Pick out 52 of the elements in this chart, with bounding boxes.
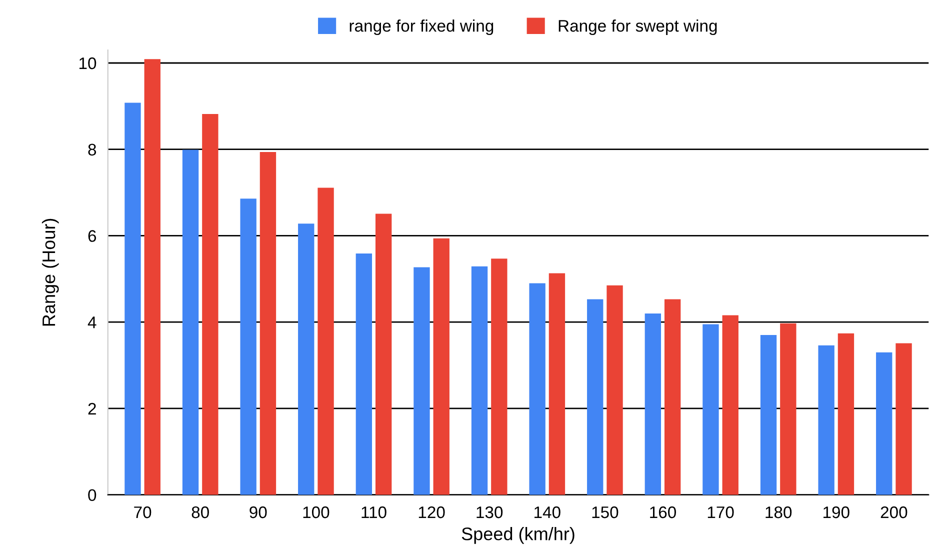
bar: [182, 150, 199, 495]
bar: [318, 188, 334, 495]
bar: [298, 224, 314, 495]
bar: [760, 335, 777, 495]
x-tick-label: 70: [134, 506, 152, 518]
x-tick-label: 200: [880, 506, 908, 518]
bar: [414, 267, 430, 495]
x-tick-label: 180: [766, 506, 792, 518]
bar: [548, 273, 566, 495]
x-tick-label: 160: [650, 506, 676, 518]
x-tick-label: 100: [303, 506, 330, 518]
y-tick-label: 10: [79, 57, 96, 70]
bar: [433, 238, 450, 495]
bar: [202, 114, 218, 495]
bar: [606, 285, 623, 495]
legend-label: Range for swept wing: [558, 20, 717, 36]
bar: [124, 102, 141, 495]
bar: [896, 343, 912, 495]
bar: [529, 283, 546, 495]
y-tick-label: 0: [88, 489, 96, 502]
bar: [702, 324, 719, 495]
y-tick-label: 4: [88, 316, 96, 328]
x-tick-label: 120: [418, 506, 445, 518]
bar: [144, 59, 160, 495]
bar: [838, 333, 854, 495]
legend-label: range for fixed wing: [350, 20, 494, 36]
bar: [644, 313, 662, 495]
x-tick-label: 130: [476, 506, 503, 518]
x-tick-label: 150: [592, 506, 618, 518]
bar: [240, 198, 256, 495]
bar: [780, 323, 796, 495]
bar: [587, 299, 604, 495]
x-tick-label: 170: [708, 506, 734, 518]
bar: [491, 258, 508, 495]
x-tick-label: 140: [534, 506, 560, 518]
bar: [876, 352, 892, 495]
bar: [375, 214, 392, 495]
bar: [664, 299, 681, 495]
x-axis-title: Speed (km/hr): [462, 527, 574, 544]
y-tick-label: 2: [88, 402, 96, 415]
y-tick-label: 6: [88, 230, 96, 242]
bar: [260, 152, 276, 495]
x-tick-label: 190: [824, 506, 850, 518]
x-tick-label: 110: [362, 506, 386, 518]
y-axis-title: Range (Hour): [42, 218, 59, 326]
bar: [471, 266, 488, 495]
x-tick-label: 90: [250, 506, 267, 518]
y-tick-label: 8: [88, 144, 96, 156]
bar: [356, 253, 372, 495]
bar: [722, 315, 738, 495]
x-tick-label: 80: [192, 506, 209, 518]
bar: [818, 345, 834, 495]
